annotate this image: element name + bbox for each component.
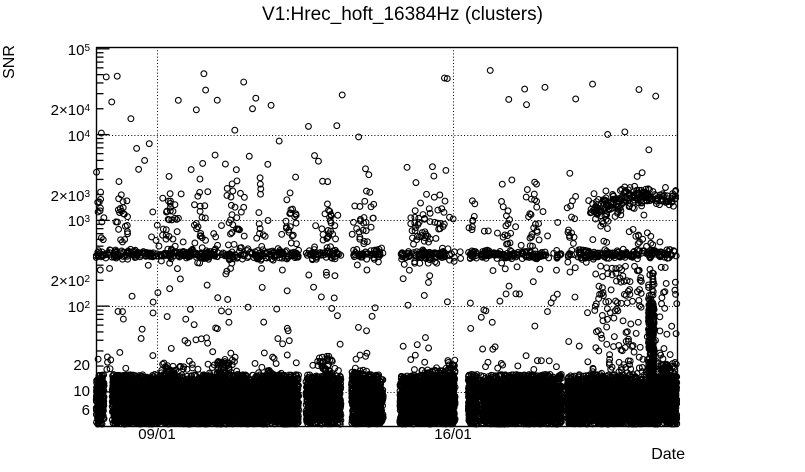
y-tick-label: 2×102 (50, 273, 90, 291)
y-tick-label: 102 (67, 299, 90, 317)
y-tick-label: 2×104 (50, 101, 90, 119)
y-tick-label: 105 (67, 41, 90, 59)
y-tick-label: 10 (73, 382, 90, 400)
x-axis-title: Date (651, 446, 685, 463)
x-tick-label: 09/01 (138, 426, 176, 443)
y-tick-label: 20 (73, 357, 90, 375)
x-tick-label: 16/01 (434, 426, 472, 443)
y-tick-label: 2×103 (50, 187, 90, 205)
y-tick-label: 6 (81, 401, 90, 419)
y-tick-label: 104 (67, 127, 90, 145)
y-tick-label: 103 (67, 213, 90, 231)
chart-title: V1:Hrec_hoft_16384Hz (clusters) (262, 4, 543, 25)
